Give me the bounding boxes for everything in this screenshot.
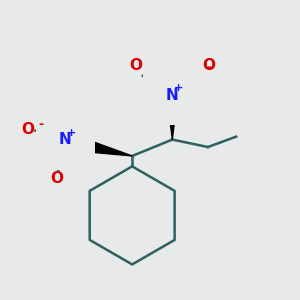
Text: -: - (38, 118, 43, 130)
Text: N: N (59, 132, 72, 147)
Text: -: - (206, 61, 211, 74)
Text: +: + (174, 83, 184, 94)
Text: +: + (67, 128, 76, 138)
Polygon shape (167, 95, 178, 140)
Text: O: O (130, 58, 142, 73)
Text: O: O (202, 58, 215, 73)
Text: O: O (21, 122, 34, 137)
Text: O: O (50, 171, 63, 186)
Text: N: N (166, 88, 179, 103)
Polygon shape (91, 142, 132, 156)
